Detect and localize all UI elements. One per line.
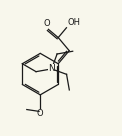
Text: O: O: [37, 109, 44, 118]
Text: OH: OH: [68, 18, 81, 27]
Text: O: O: [44, 19, 51, 28]
Text: N: N: [48, 64, 55, 73]
